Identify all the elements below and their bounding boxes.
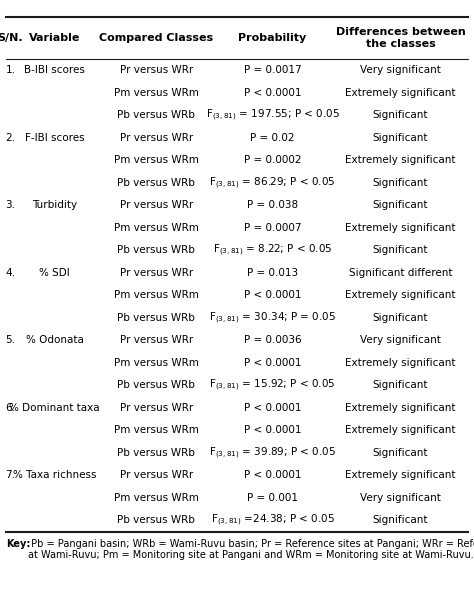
Text: Extremely significant: Extremely significant: [345, 426, 456, 435]
Text: Pm versus WRm: Pm versus WRm: [114, 291, 199, 300]
Text: P < 0.0001: P < 0.0001: [244, 88, 301, 98]
Text: Very significant: Very significant: [360, 493, 441, 503]
Text: P < 0.0001: P < 0.0001: [244, 358, 301, 368]
Text: Pb versus WRb: Pb versus WRb: [118, 111, 195, 120]
Text: F$_{(3,81)}$ = 30.34; P = 0.05: F$_{(3,81)}$ = 30.34; P = 0.05: [209, 310, 336, 326]
Text: P < 0.0001: P < 0.0001: [244, 426, 301, 435]
Text: Significant different: Significant different: [349, 268, 452, 278]
Text: Pm versus WRm: Pm versus WRm: [114, 426, 199, 435]
Text: B-IBI scores: B-IBI scores: [24, 66, 85, 75]
Text: Differences between
the classes: Differences between the classes: [336, 27, 465, 49]
Text: P = 0.001: P = 0.001: [247, 493, 298, 503]
Text: Extremely significant: Extremely significant: [345, 156, 456, 165]
Text: Extremely significant: Extremely significant: [345, 403, 456, 413]
Text: F$_{(3,81)}$ = 197.55; P < 0.05: F$_{(3,81)}$ = 197.55; P < 0.05: [206, 108, 339, 123]
Text: Pb versus WRb: Pb versus WRb: [118, 246, 195, 255]
Text: Pm versus WRm: Pm versus WRm: [114, 88, 199, 98]
Text: F$_{(3,81)}$ = 15.92; P < 0.05: F$_{(3,81)}$ = 15.92; P < 0.05: [210, 378, 336, 393]
Text: 7.: 7.: [5, 471, 16, 480]
Text: Very significant: Very significant: [360, 66, 441, 75]
Text: F$_{(3,81)}$ = 86.29; P < 0.05: F$_{(3,81)}$ = 86.29; P < 0.05: [210, 175, 336, 191]
Text: Pr versus WRr: Pr versus WRr: [120, 471, 193, 480]
Text: P < 0.0001: P < 0.0001: [244, 471, 301, 480]
Text: S/N.: S/N.: [0, 33, 23, 43]
Text: P = 0.0017: P = 0.0017: [244, 66, 301, 75]
Text: Significant: Significant: [373, 201, 428, 210]
Text: % Taxa richness: % Taxa richness: [13, 471, 96, 480]
Text: Pb versus WRb: Pb versus WRb: [118, 448, 195, 458]
Text: P = 0.02: P = 0.02: [250, 133, 295, 143]
Text: Key:: Key:: [6, 539, 30, 549]
Text: Significant: Significant: [373, 133, 428, 143]
Text: Pb versus WRb: Pb versus WRb: [118, 313, 195, 323]
Text: Significant: Significant: [373, 381, 428, 390]
Text: Significant: Significant: [373, 111, 428, 120]
Text: Very significant: Very significant: [360, 336, 441, 345]
Text: Pr versus WRr: Pr versus WRr: [120, 133, 193, 143]
Text: P = 0.013: P = 0.013: [247, 268, 298, 278]
Text: Significant: Significant: [373, 448, 428, 458]
Text: 2.: 2.: [5, 133, 16, 143]
Text: Significant: Significant: [373, 516, 428, 525]
Text: Pr versus WRr: Pr versus WRr: [120, 66, 193, 75]
Text: Pr versus WRr: Pr versus WRr: [120, 201, 193, 210]
Text: % SDI: % SDI: [39, 268, 70, 278]
Text: 5.: 5.: [5, 336, 16, 345]
Text: Pm versus WRm: Pm versus WRm: [114, 358, 199, 368]
Text: 1.: 1.: [5, 66, 16, 75]
Text: Pr versus WRr: Pr versus WRr: [120, 403, 193, 413]
Text: Pm versus WRm: Pm versus WRm: [114, 493, 199, 503]
Text: P = 0.0007: P = 0.0007: [244, 223, 301, 233]
Text: P = 0.0002: P = 0.0002: [244, 156, 301, 165]
Text: Pb versus WRb: Pb versus WRb: [118, 381, 195, 390]
Text: Extremely significant: Extremely significant: [345, 358, 456, 368]
Text: Compared Classes: Compared Classes: [100, 33, 213, 43]
Text: 6.: 6.: [5, 403, 16, 413]
Text: F$_{(3,81)}$ = 39.89; P < 0.05: F$_{(3,81)}$ = 39.89; P < 0.05: [209, 445, 336, 461]
Text: F$_{(3,81)}$ =24.38; P < 0.05: F$_{(3,81)}$ =24.38; P < 0.05: [210, 513, 335, 528]
Text: P = 0.0036: P = 0.0036: [244, 336, 301, 345]
Text: 4.: 4.: [5, 268, 16, 278]
Text: F$_{(3,81)}$ = 8.22; P < 0.05: F$_{(3,81)}$ = 8.22; P < 0.05: [213, 243, 332, 258]
Text: Pr versus WRr: Pr versus WRr: [120, 336, 193, 345]
Text: Turbidity: Turbidity: [32, 201, 77, 210]
Text: Extremely significant: Extremely significant: [345, 291, 456, 300]
Text: % Odonata: % Odonata: [26, 336, 83, 345]
Text: % Dominant taxa: % Dominant taxa: [9, 403, 100, 413]
Text: P < 0.0001: P < 0.0001: [244, 291, 301, 300]
Text: Significant: Significant: [373, 313, 428, 323]
Text: Pm versus WRm: Pm versus WRm: [114, 156, 199, 165]
Text: Pm versus WRm: Pm versus WRm: [114, 223, 199, 233]
Text: P = 0.038: P = 0.038: [247, 201, 298, 210]
Text: Pb versus WRb: Pb versus WRb: [118, 178, 195, 188]
Text: Extremely significant: Extremely significant: [345, 223, 456, 233]
Text: Significant: Significant: [373, 178, 428, 188]
Text: Pb = Pangani basin; WRb = Wami-Ruvu basin; Pr = Reference sites at Pangani; WRr : Pb = Pangani basin; WRb = Wami-Ruvu basi…: [28, 539, 474, 560]
Text: 3.: 3.: [5, 201, 16, 210]
Text: Variable: Variable: [29, 33, 80, 43]
Text: Pr versus WRr: Pr versus WRr: [120, 268, 193, 278]
Text: Extremely significant: Extremely significant: [345, 471, 456, 480]
Text: Probability: Probability: [238, 33, 307, 43]
Text: Significant: Significant: [373, 246, 428, 255]
Text: P < 0.0001: P < 0.0001: [244, 403, 301, 413]
Text: Extremely significant: Extremely significant: [345, 88, 456, 98]
Text: F-IBI scores: F-IBI scores: [25, 133, 84, 143]
Text: Pb versus WRb: Pb versus WRb: [118, 516, 195, 525]
